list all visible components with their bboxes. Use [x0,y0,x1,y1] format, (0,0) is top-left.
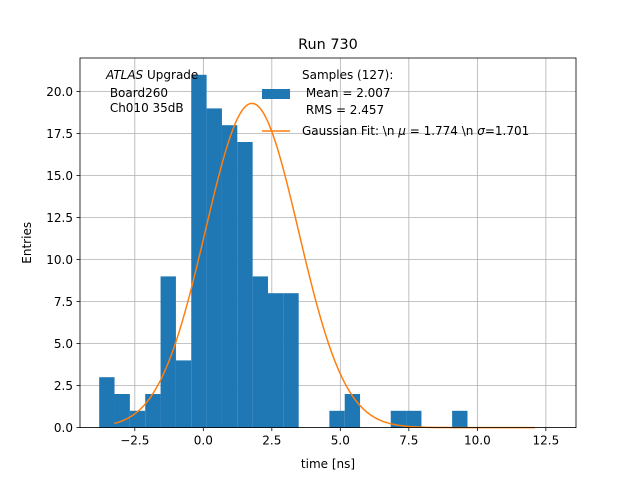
annotation-upgrade-text: Upgrade [143,68,198,82]
histogram-bar [160,276,176,428]
annotation-line-2: Board260 [106,86,168,100]
legend-mean-label: Mean = 2.007 [302,86,391,100]
legend-fit-label: Gaussian Fit: \n μ = 1.774 \n σ=1.701 [302,124,529,138]
x-axis-label: time [ns] [301,457,355,471]
x-tick-label: 5.0 [331,434,350,448]
y-tick-label: 10.0 [46,253,73,267]
x-tick-label: 2.5 [262,434,281,448]
legend-fit-sigma-symbol: σ [477,124,485,138]
x-tick-label: 0.0 [194,434,213,448]
x-axis-ticks: −2.5 0.0 2.5 5.0 7.5 10.0 12.5 [120,427,559,448]
histogram-bar [252,276,268,428]
legend-histogram-label: Samples (127): [302,68,393,82]
atlas-annotation: ATLAS Upgrade Board260 Ch010 35dB [105,68,198,115]
chart-title: Run 730 [298,37,358,53]
histogram-bar [206,108,222,428]
histogram-bar [267,293,284,428]
y-tick-label: 5.0 [54,337,73,351]
x-tick-label: −2.5 [120,434,149,448]
histogram-bar [344,394,361,428]
annotation-atlas-text: ATLAS [105,68,144,82]
legend-fit-sigma-value: =1.701 [485,124,529,138]
y-axis-ticks: 0.0 2.5 5.0 7.5 10.0 12.5 15.0 17.5 20.0 [46,85,80,435]
y-tick-label: 2.5 [54,379,73,393]
y-tick-label: 20.0 [46,85,73,99]
legend-rms-label: RMS = 2.457 [302,103,384,117]
histogram-bar [191,74,207,428]
y-tick-label: 17.5 [46,127,73,141]
y-tick-label: 12.5 [46,211,73,225]
histogram-bar [452,410,468,428]
annotation-line-3: Ch010 35dB [106,101,184,115]
y-tick-label: 0.0 [54,421,73,435]
y-tick-label: 15.0 [46,169,73,183]
legend-fit-mu-value: = 1.774 \n [406,124,477,138]
histogram-bar [237,142,253,428]
plot-frame [79,57,577,429]
x-tick-label: 12.5 [532,434,559,448]
histogram-bar [283,293,299,428]
legend-fit-mu-symbol: μ [397,124,406,138]
histogram-bar [406,410,422,428]
x-tick-label: 7.5 [399,434,418,448]
y-tick-label: 7.5 [54,295,73,309]
histogram-bar [99,377,115,428]
annotation-line-1: ATLAS Upgrade [105,68,198,82]
legend-histogram-swatch [262,89,290,99]
histogram-bar [390,410,407,428]
histogram-bar [175,360,192,428]
x-tick-label: 10.0 [464,434,491,448]
legend-fit-prefix: Gaussian Fit: \n [302,124,398,138]
legend: Samples (127): Mean = 2.007 RMS = 2.457 … [262,68,529,138]
histogram-bar [221,125,238,428]
histogram-bar [329,410,345,428]
histogram-bar [145,394,161,428]
y-axis-label: Entries [20,222,34,264]
histogram-bar [129,410,146,428]
